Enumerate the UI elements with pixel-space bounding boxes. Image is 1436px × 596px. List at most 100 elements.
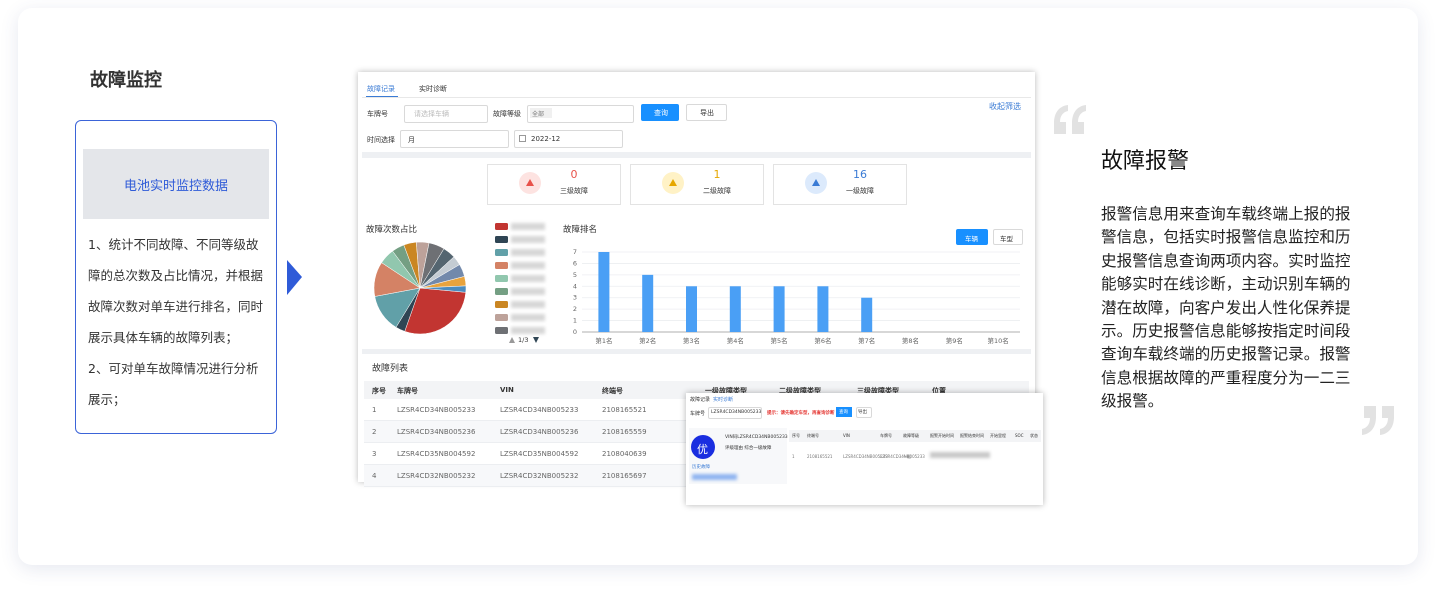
detail-tab[interactable]: 实时诊断	[713, 397, 734, 403]
detail-plate: LZSR4CD34NB005233	[711, 410, 762, 415]
level-select[interactable]	[527, 105, 634, 123]
table-header: 序号	[372, 387, 386, 395]
table-title: 故障列表	[372, 364, 409, 374]
pager-next[interactable]	[533, 337, 539, 343]
table-cell: LZSR4CD35NB004592	[500, 450, 579, 458]
table-cell: 2108165559	[602, 428, 647, 436]
detail-header: 开始里程	[990, 433, 1006, 438]
detail-cell: LZSR4CD34NB005233	[880, 454, 925, 459]
section-title: 故障监控	[90, 70, 162, 91]
toggle-text: 车型	[1000, 235, 1013, 243]
stat-icon-mark	[812, 179, 820, 186]
plate-select[interactable]	[404, 105, 488, 123]
date-picker[interactable]	[514, 130, 623, 148]
stat-icon-mark	[669, 179, 677, 186]
filter-label: 车牌号	[367, 110, 388, 118]
detail-cell: 一般	[903, 454, 911, 459]
feature-box	[75, 120, 277, 434]
detail-button-text: 查询	[839, 410, 848, 415]
detail-vin: VIN码LZSR4CD34NB005233	[725, 435, 788, 440]
date-text: 2022-12	[531, 135, 561, 143]
stat-label: 二级故障	[703, 187, 731, 195]
select-text: 月	[408, 136, 415, 144]
table-header: 位置	[932, 387, 946, 395]
detail-input[interactable]	[708, 407, 762, 419]
stat-card	[487, 164, 621, 205]
detail-header: 终端号	[807, 433, 819, 438]
tab[interactable]: 实时诊断	[419, 85, 447, 93]
detail-header: SOC	[1015, 433, 1024, 438]
stat-value: 16	[853, 168, 867, 181]
table-cell: 2108165521	[602, 406, 647, 414]
stat-label: 一级故障	[846, 187, 874, 195]
right-text: 报警信息用来查询车载终端上报的报警信息，包括实时报警信息监控和历史报警信息查询两…	[1101, 205, 1351, 411]
tab[interactable]: 故障记录	[367, 85, 395, 93]
detail-header: 报警结束时间	[960, 433, 984, 438]
table-cell: LZSR4CD35NB004592	[397, 450, 476, 458]
stat-card	[773, 164, 907, 205]
detail-cell: LZSR4CD34NB005233	[843, 454, 888, 459]
table-cell: LZSR4CD32NB005232	[500, 472, 579, 480]
stat-label: 三级故障	[560, 187, 588, 195]
tab-line	[362, 97, 1031, 98]
detail-cell: 2108165521	[807, 454, 833, 459]
feature-title: 电池实时监控数据	[123, 179, 228, 194]
table-header: 二级故障类型	[779, 387, 821, 395]
pie-title: 故障次数占比	[366, 225, 418, 235]
detail-table-header	[789, 430, 1041, 442]
tab-underline	[366, 96, 398, 97]
detail-header: 车牌号	[880, 433, 892, 438]
detail-label: 车牌号	[690, 411, 706, 417]
bar-title: 故障排名	[563, 225, 598, 235]
feature-header	[83, 149, 269, 219]
table-header: 一级故障类型	[705, 387, 747, 395]
grade-badge	[691, 435, 715, 459]
stat-icon-mark	[526, 179, 534, 186]
filter-label: 时间选择	[367, 136, 395, 144]
detail-header: 故障等级	[903, 433, 919, 438]
button-text: 导出	[700, 109, 714, 117]
table-cell: LZSR4CD32NB005232	[397, 472, 476, 480]
divider	[362, 152, 1031, 158]
export-button[interactable]	[686, 104, 727, 121]
detail-cell: 1	[792, 454, 795, 459]
table-header: 三级故障类型	[857, 387, 899, 395]
stat-card	[630, 164, 764, 205]
blurred-cells	[930, 452, 990, 458]
tag-text: 全部	[532, 111, 545, 118]
table-cell: 1	[372, 406, 377, 414]
pager-prev[interactable]	[509, 337, 515, 343]
table-cell: LZSR4CD34NB005233	[397, 406, 476, 414]
detail-export[interactable]	[856, 407, 872, 418]
table-cell: 4	[372, 472, 377, 480]
table-cell: 2108165697	[602, 472, 647, 480]
detail-header: 报警开始时间	[930, 433, 954, 438]
detail-reason: 评级理由 综合一级故障	[725, 446, 772, 451]
placeholder: 请选择车辆	[414, 110, 449, 118]
feature-item: 1、统计不同故障、不同等级故障的总次数及占比情况，并根据故障次数对单车进行排名，…	[88, 237, 264, 345]
filter-label: 故障等级	[493, 110, 521, 118]
button-text: 查询	[654, 109, 668, 117]
table-cell: 3	[372, 450, 377, 458]
detail-button-text: 导出	[858, 410, 867, 415]
query-button[interactable]	[641, 104, 679, 121]
detail-header: VIN	[843, 433, 850, 438]
table-cell: LZSR4CD34NB005236	[500, 428, 579, 436]
grade-text: 优	[697, 443, 708, 456]
table-header: 终端号	[602, 387, 623, 395]
right-title: 故障报警	[1101, 149, 1190, 174]
detail-header: 序号	[792, 433, 800, 438]
toggle-button[interactable]	[956, 229, 988, 245]
detail-tab[interactable]: 故障记录	[690, 397, 711, 403]
detail-history[interactable]: 历史故障	[692, 465, 710, 470]
blurred-link	[692, 474, 737, 480]
detail-query[interactable]	[836, 407, 852, 417]
table-header: VIN	[500, 386, 514, 394]
stat-value: 1	[713, 168, 721, 181]
toggle-button[interactable]	[993, 229, 1023, 245]
detail-header: 状态	[1030, 433, 1038, 438]
table-cell: LZSR4CD34NB005233	[500, 406, 579, 414]
time-select[interactable]	[400, 130, 509, 148]
collapse-link[interactable]: 收起筛选	[989, 102, 1021, 111]
toggle-text: 车辆	[965, 235, 978, 243]
